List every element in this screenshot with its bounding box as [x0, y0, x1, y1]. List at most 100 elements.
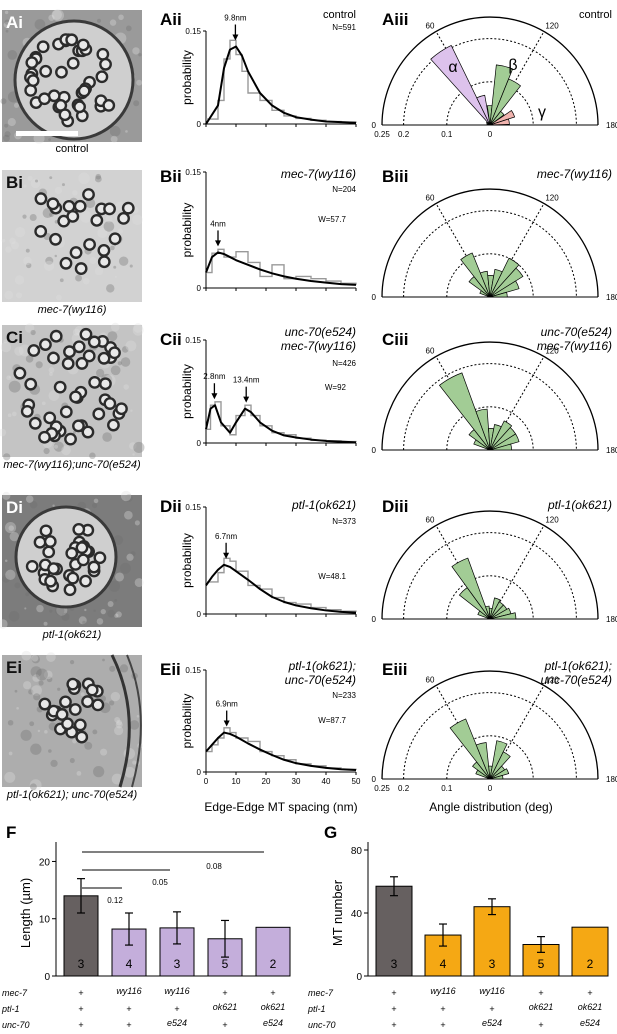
micrograph-texture: [7, 719, 14, 726]
y-axis-label: MT number: [330, 879, 345, 946]
bar: [375, 885, 413, 977]
peak-arrowhead: [211, 393, 218, 400]
micrograph-texture: [1, 238, 6, 243]
bar-n-label: 3: [174, 957, 181, 971]
peak-label: 2.8nm: [203, 372, 226, 381]
micrograph-texture: [38, 680, 44, 686]
microtubule-cross-section: [102, 98, 116, 112]
microtubule-cross-section: [63, 583, 77, 597]
micrograph-texture: [120, 357, 131, 367]
micrograph-texture: [61, 612, 70, 621]
polar-ring: [403, 38, 577, 126]
micrograph-texture: [52, 504, 55, 507]
genotype-cell: ok621: [261, 1002, 286, 1012]
micrograph-texture: [45, 256, 54, 265]
micrograph-texture: [41, 401, 46, 406]
microtubule-cross-section: [91, 698, 105, 712]
rose-wedge: [489, 774, 504, 780]
micrograph-texture: [22, 214, 27, 219]
rose-wedge: [449, 718, 491, 780]
genotype-cell: +: [126, 1004, 131, 1014]
micrograph-texture: [43, 260, 55, 272]
microtubule-cross-section: [55, 65, 68, 79]
micrograph-texture: [133, 100, 140, 107]
micrograph-D: [0, 490, 144, 629]
micrograph-texture: [24, 607, 27, 610]
micrograph-texture: [29, 779, 42, 791]
microtubule-cross-section: [34, 224, 48, 238]
microtubule-cross-section: [83, 238, 96, 251]
micrograph-texture: [3, 21, 11, 29]
micrograph-texture: [25, 248, 30, 253]
micrograph-texture: [114, 613, 119, 618]
microtubule-cross-section: [28, 416, 42, 430]
genotype-label: unc-70(e524): [541, 325, 612, 339]
micrograph-texture: [35, 179, 39, 183]
y-tick-label: 0.15: [185, 666, 201, 675]
peak-label: 13.4nm: [233, 376, 260, 385]
genotype-cell: ok621: [529, 1002, 554, 1012]
micrograph-texture: [111, 773, 123, 785]
microtubule-cross-section: [79, 574, 92, 588]
p-value-label: 0.08: [206, 862, 222, 871]
panel-label-Ciii: Ciii: [382, 330, 408, 349]
micrograph-texture: [109, 700, 115, 706]
micrograph-texture: [93, 498, 99, 504]
micrograph-A: [0, 9, 143, 144]
microtubule-cross-section: [93, 551, 107, 565]
micrograph-texture: [18, 344, 31, 357]
polar-ring: [446, 81, 534, 126]
genotype-cell: wy116: [479, 986, 504, 996]
micrograph-caption: ptl-1(ok621); unc-70(e524): [6, 789, 138, 801]
micrograph-texture: [132, 47, 140, 55]
microtubule-cross-section: [47, 562, 60, 576]
micrograph-texture: [72, 328, 80, 336]
y-axis-label: probability: [180, 203, 194, 258]
sample-count: N=426: [332, 359, 356, 368]
bar-n-label: 3: [489, 957, 496, 971]
microtubule-cross-section: [72, 523, 86, 536]
micrograph-texture: [124, 510, 133, 520]
microtubule-cross-section: [55, 708, 69, 721]
micrograph-texture: [84, 608, 87, 612]
micrograph-texture: [31, 654, 39, 662]
micrograph-texture: [107, 609, 116, 618]
micrograph-texture: [4, 771, 16, 783]
rose-wedge: [489, 118, 510, 126]
histogram-series: [206, 401, 357, 443]
y-tick-label: 0.15: [185, 27, 201, 36]
y-axis-label: probability: [180, 364, 194, 419]
rose-wedge: [475, 742, 491, 780]
genotype-label: ptl-1(ok621);: [544, 659, 612, 673]
polar-ring: [446, 575, 534, 620]
peak-label: 6.9nm: [216, 700, 239, 709]
microtubule-cross-section: [43, 535, 57, 548]
micrograph-texture: [48, 749, 52, 753]
microtubule-cross-section: [46, 197, 60, 211]
bar: [522, 944, 560, 977]
micrograph-texture: [114, 716, 121, 723]
micrograph-texture: [50, 759, 58, 768]
micrograph-texture: [4, 131, 11, 138]
genotype-label: mec-7(wy116): [281, 167, 356, 181]
microtubule-cross-section: [66, 571, 80, 585]
x-axis-label: Edge-Edge MT spacing (nm): [204, 800, 357, 814]
micrograph-texture: [89, 256, 97, 265]
micrograph-texture: [30, 178, 41, 189]
micrograph-texture: [96, 368, 105, 378]
micrograph-texture: [125, 25, 132, 32]
micrograph-texture: [61, 445, 71, 456]
micrograph-texture: [3, 453, 11, 461]
microtubule-cross-section: [66, 209, 80, 223]
genotype-cell: e524: [263, 1018, 283, 1028]
micrograph-texture: [34, 19, 46, 30]
y-axis-label: probability: [180, 694, 194, 749]
radius-tick-label: 0.2: [398, 784, 410, 793]
micrograph-texture: [84, 741, 93, 750]
micrograph-texture: [14, 582, 21, 589]
angle-label-120: 120: [545, 346, 559, 355]
polar-frame: [381, 510, 599, 620]
rose-wedge: [485, 605, 491, 620]
micrograph-texture: [4, 123, 9, 128]
